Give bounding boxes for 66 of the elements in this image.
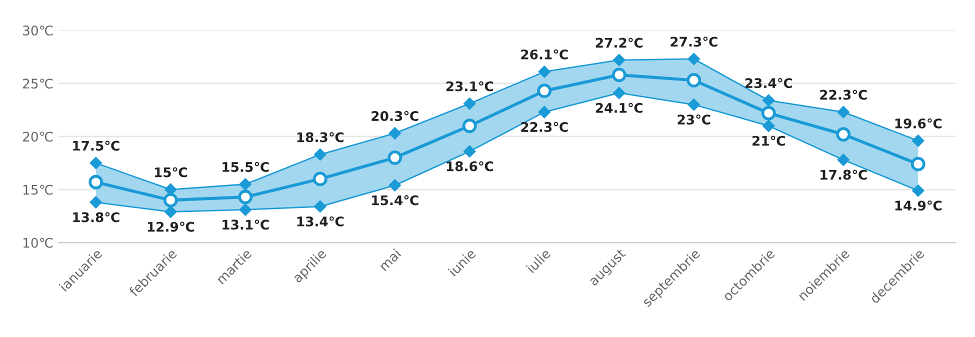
y-tick-label: 15℃ [23,184,53,195]
data-label: 15℃ [154,167,187,178]
data-label: 27.3℃ [670,36,718,47]
point [686,73,702,88]
point [910,156,926,172]
point [612,68,626,82]
point [314,148,326,161]
point [612,86,626,100]
point [837,106,850,118]
x-tick-label: iulie [526,248,552,274]
point [312,172,328,186]
point [463,145,476,158]
point [537,84,552,98]
point [612,54,626,66]
y-tick-label: 25℃ [22,78,53,89]
point [462,118,477,134]
point [688,52,700,66]
point [538,106,551,118]
point [90,156,102,170]
data-label: 27.2℃ [596,38,643,48]
data-label: 22.3℃ [521,122,568,132]
data-label: 15.4℃ [372,195,418,206]
data-label: 18.3℃ [297,132,344,142]
data-label: 26.1℃ [521,49,568,60]
point [388,179,402,192]
point [762,94,775,107]
point [164,206,177,218]
point [688,98,700,111]
data-label: 14.9℃ [895,200,942,211]
y-tick-label: 20℃ [22,132,53,142]
point [836,127,851,142]
point [88,174,104,190]
data-label: 17.8℃ [820,170,867,180]
point [761,106,776,120]
point [388,150,402,165]
point [239,203,252,216]
data-label: 13.8℃ [73,212,120,222]
point [163,192,178,208]
y-tick-label: 10℃ [23,238,53,248]
data-label: 21℃ [752,136,785,146]
data-label: 24.1℃ [596,102,643,113]
point [238,190,253,204]
point [388,127,402,140]
data-label: 23℃ [678,114,710,125]
data-label: 20.3℃ [372,110,418,122]
data-label: 17.5℃ [73,140,120,151]
data-label: 22.3℃ [820,90,867,100]
point [912,184,924,197]
point [538,65,551,78]
point [90,196,102,209]
data-label: 23.4℃ [745,78,792,88]
point [239,178,252,190]
data-label: 12.9℃ [148,222,194,232]
point [837,154,850,166]
data-label: 18.6℃ [446,161,494,172]
y-tick-label: 30℃ [23,26,53,36]
data-label: 23.1℃ [446,81,494,92]
data-label: 13.1℃ [222,220,269,230]
data-label: 19.6℃ [895,118,942,128]
point [164,183,177,196]
point [463,97,476,110]
data-label: 15.5℃ [222,162,269,172]
point [314,200,326,213]
data-label: 13.4℃ [297,216,344,226]
point [762,120,775,132]
point [912,134,924,147]
